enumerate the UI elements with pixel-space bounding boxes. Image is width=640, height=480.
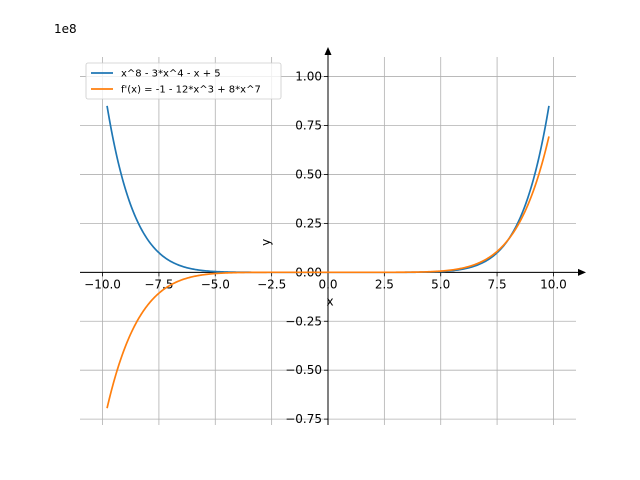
x-tick-label: −7.5 bbox=[144, 277, 173, 291]
x-tick-label: 7.5 bbox=[488, 277, 507, 291]
y-tick-label: −0.50 bbox=[285, 363, 322, 377]
y-tick-label: −0.75 bbox=[285, 412, 322, 426]
y-offset-label: 1e8 bbox=[54, 22, 77, 36]
legend: x^8 - 3*x^4 - x + 5 f'(x) = -1 - 12*x^3 +… bbox=[85, 62, 282, 100]
y-tick-label: 1.00 bbox=[295, 70, 322, 84]
y-tick-label: 0.50 bbox=[295, 167, 322, 181]
y-tick-label: 0.75 bbox=[295, 119, 322, 133]
plot-lines bbox=[106, 105, 550, 409]
y-tick-label: −0.25 bbox=[285, 314, 322, 328]
x-axis-arrow bbox=[578, 268, 586, 276]
x-tick-label: 5.0 bbox=[431, 277, 450, 291]
y-ticks: −0.75−0.50−0.250.000.250.500.751.00 bbox=[285, 70, 328, 426]
legend-label-2: f'(x) = -1 - 12*x^3 + 8*x^7 bbox=[121, 85, 261, 96]
x-tick-label: −2.5 bbox=[257, 277, 286, 291]
x-tick-label: −10.0 bbox=[84, 277, 121, 291]
legend-label-1: x^8 - 3*x^4 - x + 5 bbox=[121, 69, 221, 80]
x-tick-label: 0.0 bbox=[318, 277, 337, 291]
x-tick-label: 2.5 bbox=[375, 277, 394, 291]
legend-box bbox=[85, 62, 282, 100]
y-tick-label: 0.25 bbox=[295, 216, 322, 230]
x-tick-label: −5.0 bbox=[201, 277, 230, 291]
x-ticks: −10.0 −7.5 −5.0 −2.5 0.0 2.5 5.0 7.5 10.0 bbox=[84, 272, 567, 291]
x-axis-label: x bbox=[326, 294, 333, 308]
x-tick-label: 10.0 bbox=[540, 277, 567, 291]
y-axis-arrow bbox=[324, 47, 332, 55]
series-line-2 bbox=[106, 136, 550, 409]
y-axis-label: y bbox=[259, 239, 273, 246]
